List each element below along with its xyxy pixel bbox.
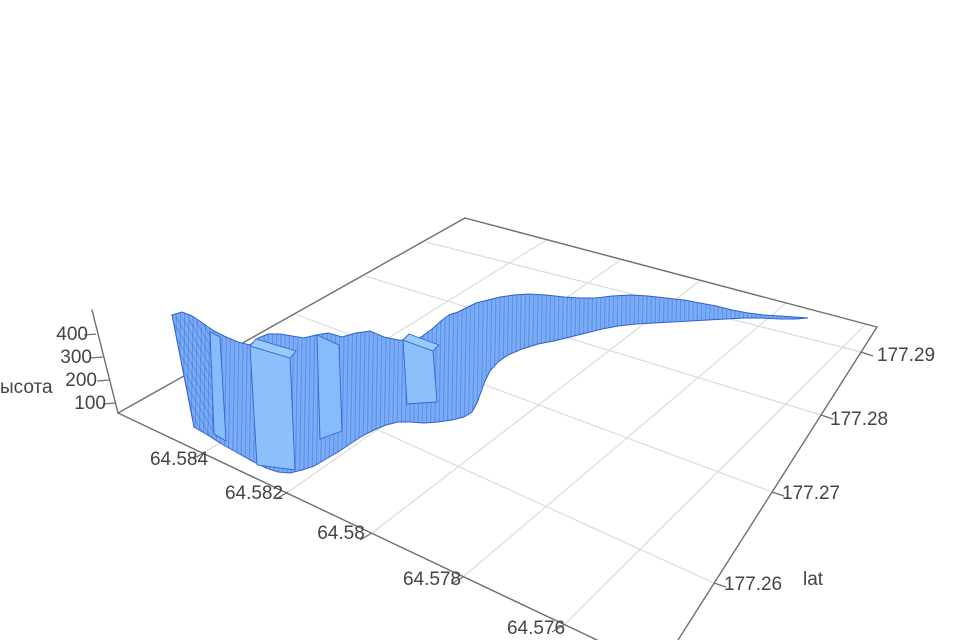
- axis-lines: [91, 217, 878, 640]
- gridline-y-17728: [364, 275, 822, 416]
- y-tick-label: 177.27: [782, 483, 840, 504]
- z-axis-line: [91, 309, 119, 414]
- bar-face: [316, 334, 343, 440]
- z-tick-mark: [83, 333, 97, 336]
- y-axis-label: lat: [803, 569, 824, 590]
- gridline-x-64576: [563, 323, 867, 626]
- z-tick-label: 200: [65, 370, 97, 391]
- y-tick-mark: [860, 351, 874, 357]
- axis-edge-front-right: [677, 326, 878, 640]
- axis-edge-front-left: [117, 412, 598, 640]
- z-tick-mark: [90, 356, 104, 359]
- x-tick-mark: [551, 624, 565, 633]
- z-axis-label: ысота: [0, 377, 53, 398]
- z-tick-label: 400: [56, 324, 88, 345]
- bar-top: [249, 338, 297, 359]
- y-tick-label: 177.28: [830, 409, 888, 430]
- gridline-x-64578: [462, 302, 787, 578]
- z-tick-label: 300: [60, 347, 92, 368]
- tick-marks: [83, 333, 874, 633]
- elevation-ridge[interactable]: [171, 293, 809, 474]
- axis-edge-back-right: [464, 217, 878, 328]
- x-tick-mark: [275, 491, 289, 500]
- ridge-left-face-shading: [172, 315, 222, 440]
- x-tick-label: 64.576: [507, 618, 565, 639]
- y-tick-mark: [713, 582, 727, 588]
- z-tick-label: 100: [74, 393, 106, 414]
- y-tick-label: 177.26: [724, 574, 782, 595]
- ridge-smooth-faces: [209, 331, 440, 471]
- x-tick-mark: [359, 532, 373, 541]
- z-tick-mark: [96, 379, 110, 382]
- bar-face: [209, 331, 227, 442]
- x-tick-label: 64.582: [225, 483, 283, 504]
- x-tick-mark: [450, 576, 464, 585]
- tick-labels: 100 200 300 400 64.584 64.582 64.58 64.5…: [0, 324, 935, 639]
- x-tick-label: 64.584: [150, 449, 209, 470]
- z-tick-mark: [102, 402, 116, 405]
- y-tick-mark: [771, 491, 785, 497]
- x-tick-label: 64.58: [317, 523, 365, 544]
- x-tick-mark: [192, 451, 206, 460]
- y-tick-label: 177.29: [877, 345, 935, 366]
- y-tick-mark: [820, 414, 834, 420]
- axis-edge-back-left: [117, 217, 466, 414]
- bar-face: [249, 345, 296, 471]
- bar-top: [402, 333, 440, 352]
- x-tick-label: 64.578: [403, 569, 461, 590]
